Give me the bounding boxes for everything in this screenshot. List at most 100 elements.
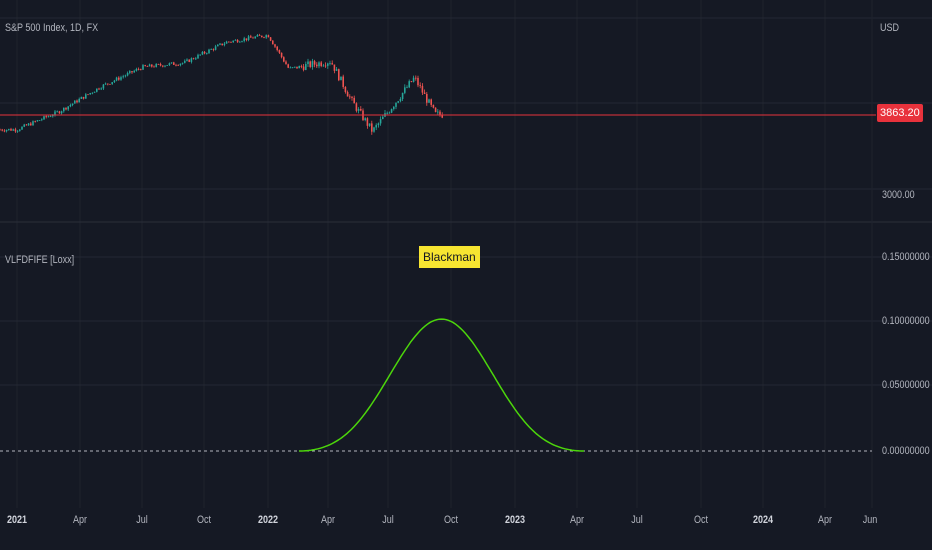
candle-body-up [80, 96, 83, 99]
candle-body-down [333, 64, 336, 71]
candle-body-down [137, 68, 140, 70]
candle-body-up [135, 68, 138, 71]
candle-body-up [93, 91, 96, 93]
candle-body-up [60, 111, 63, 114]
candle-body-down [118, 77, 120, 80]
candle-body-down [346, 92, 349, 97]
candle-body-up [78, 98, 80, 103]
candle-body-down [245, 38, 248, 41]
candle-body-up [142, 65, 144, 70]
candle-body-up [397, 101, 399, 103]
candle-body-up [47, 116, 50, 118]
candle-body-up [195, 58, 197, 60]
time-axis-label: Jul [136, 514, 148, 526]
time-axis-label: 2024 [752, 514, 774, 526]
candle-body-down [331, 63, 333, 65]
time-axis-label: Apr [569, 514, 585, 526]
candle-body-up [129, 71, 131, 73]
candle-body-up [5, 129, 8, 132]
candle-body-down [441, 114, 443, 118]
candle-body-down [177, 65, 179, 66]
candle-body-down [430, 99, 432, 105]
candle-body-down [221, 43, 223, 46]
candle-body-down [203, 51, 206, 54]
candle-body-down [423, 92, 426, 94]
candle-body-up [184, 60, 186, 63]
candle-body-down [173, 62, 175, 65]
candle-body-up [69, 104, 72, 107]
candle-body-down [285, 61, 287, 65]
candle-body-up [408, 81, 410, 88]
candle-body-up [322, 65, 325, 67]
symbol-label[interactable]: S&P 500 Index, 1D, FX [5, 22, 99, 34]
candle-body-up [201, 51, 204, 55]
candle-body-down [263, 37, 265, 38]
candle-body-down [417, 77, 419, 86]
candle-body-up [12, 129, 14, 131]
candle-body-down [432, 104, 435, 108]
candle-body-down [250, 36, 252, 38]
candle-body-up [327, 63, 329, 66]
candle-body-down [0, 129, 1, 131]
candle-body-up [393, 106, 395, 110]
candle-body-up [265, 35, 267, 38]
indicator-title[interactable]: VLFDFIFE [Loxx] [5, 254, 75, 266]
candle-body-down [230, 41, 232, 43]
candle-body-down [360, 108, 362, 111]
candle-body-up [126, 72, 129, 76]
candle-body-down [269, 37, 272, 41]
candle-body-up [241, 41, 243, 42]
candle-body-up [406, 87, 408, 89]
candle-body-up [199, 54, 201, 56]
candle-body-down [272, 40, 274, 45]
candle-body-up [375, 125, 377, 128]
candle-body-down [65, 107, 67, 110]
candle-body-up [166, 65, 168, 66]
candle-body-down [342, 76, 344, 87]
candle-body-up [85, 94, 87, 99]
candle-body-down [140, 69, 142, 70]
candle-body-down [3, 130, 6, 132]
candle-body-up [239, 41, 241, 43]
candle-body-up [91, 92, 94, 94]
candle-body-up [16, 130, 19, 132]
candle-body-up [168, 63, 171, 66]
candle-body-up [340, 76, 342, 81]
indicator-axis-label: 0.05000000 [882, 379, 930, 391]
candle-body-up [335, 69, 338, 71]
candle-body-down [188, 59, 190, 62]
candle-body-up [318, 62, 320, 67]
candle-body-down [1, 129, 3, 131]
time-axis-label: Apr [817, 514, 833, 526]
candle-body-down [320, 62, 322, 66]
price-axis-label-3000: 3000.00 [882, 189, 915, 201]
time-axis-label: Apr [320, 514, 336, 526]
candle-body-up [179, 63, 182, 66]
candle-body-down [366, 118, 369, 126]
candle-body-up [386, 112, 388, 114]
candle-body-up [67, 106, 69, 110]
candle-body-up [225, 41, 228, 44]
candle-body-down [287, 64, 289, 68]
candle-body-down [267, 35, 270, 38]
candle-body-up [368, 123, 371, 126]
candle-body-down [280, 52, 283, 58]
candle-body-up [124, 75, 127, 77]
time-axis-label: Jun [862, 514, 878, 526]
candle-body-up [52, 115, 54, 117]
candle-body-down [192, 58, 195, 60]
candle-body-up [305, 64, 307, 70]
candle-body-up [164, 65, 166, 67]
candle-body-up [254, 36, 256, 39]
candle-body-down [349, 96, 351, 98]
candle-body-up [364, 118, 366, 121]
time-axis-label: 2023 [504, 514, 526, 526]
candle-body-down [258, 35, 261, 36]
candle-body-down [344, 86, 347, 93]
candle-body-up [71, 103, 74, 105]
candle-body-down [159, 64, 162, 66]
candle-body-up [404, 87, 406, 93]
candle-body-up [155, 64, 157, 67]
candle-body-down [355, 103, 358, 111]
